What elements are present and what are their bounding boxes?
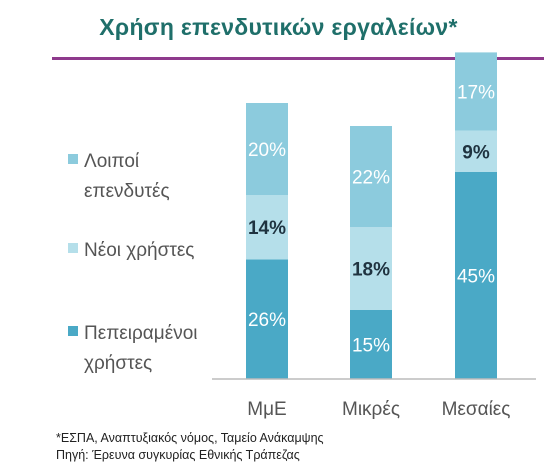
bar-segment-new-users-2 (350, 227, 392, 310)
bar-segment-new-users-3 (455, 130, 497, 172)
data-label-new-users-3: 9% (462, 142, 490, 163)
legend: Λοιποί επενδυτές Νέοι χρήστες Πεπειραμένοι χ… (68, 151, 198, 374)
bar-segment-other-1 (246, 103, 288, 195)
data-label-other-2: 22% (352, 168, 390, 189)
bar-segment-other-2 (350, 126, 392, 228)
legend-label-1-line-2: επενδυτές (84, 181, 170, 202)
bar-segment-other-3 (455, 52, 497, 131)
x-axis: ΜμΕ Μικρές Μεσαίες (212, 378, 536, 420)
data-label-experienced-3: 45% (457, 267, 495, 288)
bar-segment-experienced-2 (350, 310, 392, 379)
data-label-other-3: 17% (457, 83, 495, 104)
footnote-source: Πηγή: Έρευνα συγκυρίας Εθνικής Τράπεζας (56, 448, 300, 462)
data-label-new-users-1: 14% (248, 218, 286, 239)
title-underline (52, 57, 544, 60)
legend-label-3-line-1: Πεπειραμένοι (84, 323, 198, 344)
bar-segment-new-users-1 (246, 195, 288, 260)
chart-title: Χρήση επενδυτικών εργαλείων* (99, 14, 458, 40)
data-label-experienced-1: 26% (248, 310, 286, 331)
legend-label-2-line-1: Νέοι χρήστες (84, 240, 194, 261)
bar-segment-experienced-3 (455, 172, 497, 379)
data-label-other-1: 20% (248, 140, 286, 161)
category-label-3: Μεσαίες (442, 399, 511, 420)
labels-layer: 26% 14% 20% 15% 18% 22% 45% 9% 17% (248, 83, 495, 357)
bars-layer (246, 52, 497, 379)
legend-swatch-2 (68, 243, 78, 253)
category-label-1: ΜμΕ (247, 399, 286, 420)
legend-swatch-3 (68, 326, 78, 336)
legend-swatch-1 (68, 154, 78, 164)
footnote-funding: *ΕΣΠΑ, Αναπτυξιακός νόμος, Ταμείο Ανάκαμ… (56, 431, 324, 445)
bar-segment-experienced-1 (246, 259, 288, 379)
legend-label-1-line-1: Λοιποί (84, 151, 140, 172)
category-label-2: Μικρές (342, 399, 400, 420)
data-label-experienced-2: 15% (352, 336, 390, 357)
legend-label-3-line-2: χρήστες (84, 353, 152, 374)
data-label-new-users-2: 18% (352, 260, 390, 281)
